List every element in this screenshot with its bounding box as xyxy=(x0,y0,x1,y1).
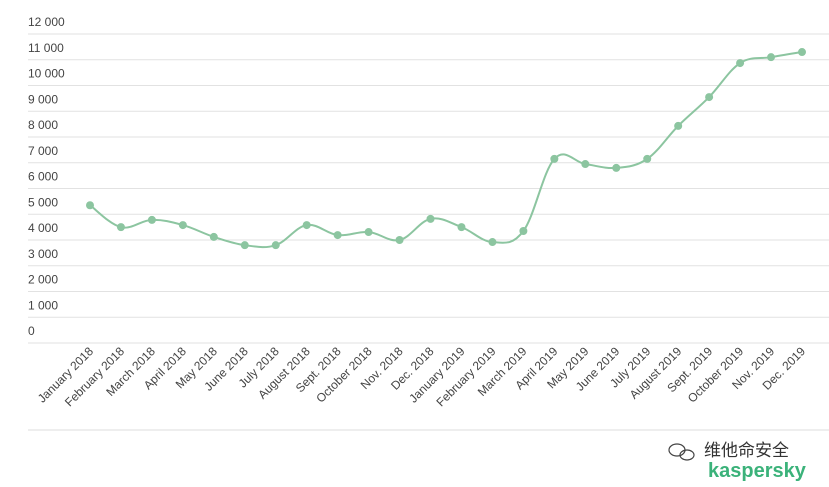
y-tick-label: 4 000 xyxy=(28,221,58,235)
point xyxy=(767,53,776,62)
point xyxy=(302,221,311,230)
y-tick-label: 8 000 xyxy=(28,118,58,132)
y-tick-label: 1 000 xyxy=(28,298,58,312)
watermark-brand: kaspersky xyxy=(708,460,807,482)
point xyxy=(240,241,249,250)
wechat-icon xyxy=(668,443,695,461)
point xyxy=(364,228,373,237)
y-tick-label: 10 000 xyxy=(28,67,65,81)
point xyxy=(550,154,559,163)
point xyxy=(147,215,156,224)
point xyxy=(457,223,466,232)
y-tick-label: 6 000 xyxy=(28,170,58,184)
point xyxy=(209,232,218,241)
y-tick-label: 0 xyxy=(28,324,35,338)
point xyxy=(488,238,497,247)
point xyxy=(178,221,187,230)
point xyxy=(798,48,806,57)
y-tick-label: 2 000 xyxy=(28,273,58,287)
watermark-channel: 维他命安全 xyxy=(704,441,789,460)
point xyxy=(333,231,342,240)
y-tick-label: 7 000 xyxy=(28,144,58,158)
point xyxy=(519,226,528,235)
point xyxy=(271,241,280,250)
y-tick-label: 5 000 xyxy=(28,195,58,209)
point xyxy=(643,154,652,163)
y-tick-label: 9 000 xyxy=(28,92,58,106)
point xyxy=(426,214,435,223)
point xyxy=(116,223,125,232)
point xyxy=(581,160,590,169)
point xyxy=(736,59,745,68)
y-tick-label: 12 000 xyxy=(28,15,65,29)
point xyxy=(86,201,94,210)
point xyxy=(612,163,621,172)
point xyxy=(674,121,683,130)
point xyxy=(395,236,404,244)
point xyxy=(705,93,714,102)
y-tick-label: 3 000 xyxy=(28,247,58,261)
line xyxy=(89,51,803,249)
y-tick-label: 11 000 xyxy=(28,41,64,55)
